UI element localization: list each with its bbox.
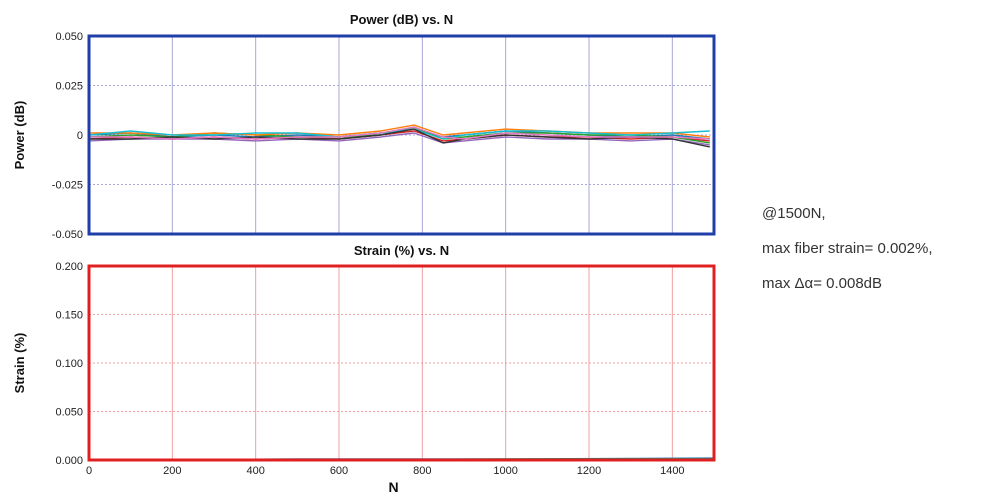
x-axis-label: N — [388, 479, 398, 495]
annotation-line-2: max fiber strain= 0.002%, — [762, 240, 933, 257]
y-tick-label: 0.000 — [55, 455, 83, 467]
y-tick-label: 0.025 — [55, 81, 83, 93]
y-axis-label: Power (dB) — [12, 101, 27, 170]
y-tick-label: -0.025 — [52, 180, 83, 192]
x-tick-label: 600 — [330, 465, 348, 477]
y-tick-label: 0.150 — [55, 310, 83, 322]
panel-power: 0.050 0.025 0 -0.025 -0.050 Power (dB) vs. N P… — [12, 12, 716, 241]
x-tick-label: 400 — [246, 465, 264, 477]
annotation-line-3: max Δα= 0.008dB — [762, 275, 883, 292]
x-tick-label: 1400 — [660, 465, 684, 477]
series-line-7 — [89, 126, 710, 140]
chart-title: Power (dB) vs. N — [350, 12, 453, 27]
y-tick-label: 0.050 — [55, 31, 83, 43]
y-tick-label: 0.200 — [55, 261, 83, 273]
plot-frame — [87, 34, 716, 236]
x-tick-label: 800 — [413, 465, 431, 477]
y-axis-label: Strain (%) — [12, 333, 27, 394]
y-tick-label: 0.050 — [55, 407, 83, 419]
x-tick-label: 1200 — [577, 465, 601, 477]
plot-frame — [87, 264, 716, 462]
x-tick-label: 200 — [163, 465, 181, 477]
annotation-line-1: @1500N, — [762, 205, 826, 222]
chart-title: Strain (%) vs. N — [354, 243, 449, 258]
y-tick-label: -0.050 — [52, 229, 83, 241]
x-tick-label: 1000 — [493, 465, 517, 477]
y-tick-label: 0.100 — [55, 358, 83, 370]
y-tick-label: 0 — [77, 130, 83, 142]
annotation: @1500N, max fiber strain= 0.002%, max Δα… — [762, 196, 933, 301]
x-tick-label: 0 — [86, 465, 92, 477]
